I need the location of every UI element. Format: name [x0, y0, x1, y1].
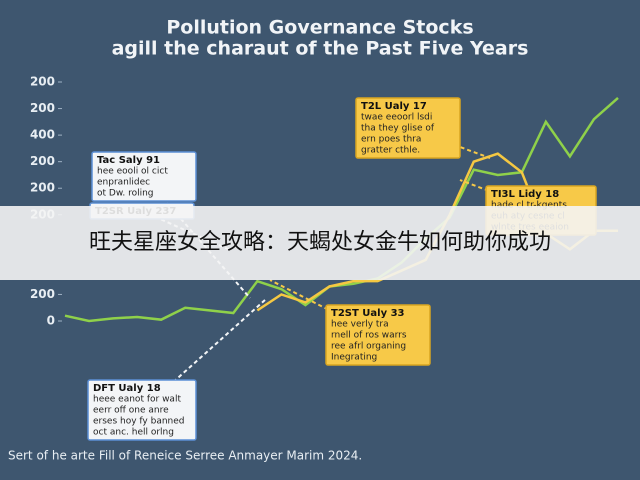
annotation-text: hee eooli ol cict: [97, 167, 168, 177]
annotation-title: T2L Ualy 17: [361, 101, 427, 112]
annotation-text: heee eanot for walt: [93, 395, 181, 405]
banner-text: 旺夫星座女全攻略：天蝎处女金牛如何助你成功: [89, 230, 551, 255]
annotation-text: ot Dw. roling: [97, 189, 154, 199]
banner: [0, 206, 640, 280]
footer: Sert of he arte Fill of Reneice Serree A…: [8, 449, 362, 463]
annotation-text: rnell of ros warrs: [331, 331, 407, 341]
annotation-text: oct anc. hell orlng: [93, 428, 174, 438]
y-tick-label: 200: [30, 101, 55, 115]
annotation-box: [87, 379, 197, 441]
annotation-text: gratter cthle.: [361, 146, 420, 156]
y-tick-label: 200: [30, 75, 55, 89]
annotation-title: T2ST Ualy 33: [331, 308, 405, 319]
chart-subtitle: agill the charaut of the Past Five Years: [112, 38, 529, 60]
y-tick-label: 200: [30, 181, 55, 195]
annotation-box: [325, 304, 431, 366]
series-line: [64, 96, 619, 323]
annotation-text: tha they glise of: [361, 124, 435, 134]
annotation-title: DFT Ualy 18: [93, 383, 161, 394]
annotation-text: enpranlidec: [97, 178, 150, 188]
y-tick-label: 200: [30, 154, 55, 168]
annotation-text: hade cl tr-kgents: [491, 201, 567, 211]
annotation-connector: [269, 279, 379, 336]
annotation-text: erses hoy fy banned: [93, 417, 185, 427]
annotation-text: eerr off one anre: [93, 406, 169, 416]
annotation-text: hee verly tra: [331, 320, 389, 330]
annotation-title: TI3L Lidy 18: [491, 189, 559, 200]
y-tick-label: 0: [47, 314, 55, 328]
annotation-title: Tac Saly 91: [97, 155, 160, 166]
y-tick-label: 200: [30, 287, 55, 301]
annotation-text: twae eeoorl lsdi: [361, 113, 432, 123]
y-tick-label: 400: [30, 128, 55, 142]
annotation-box: [355, 97, 461, 159]
annotation-box: [91, 151, 197, 202]
annotation-text: Inegrating: [331, 353, 377, 363]
chart-title: Pollution Governance Stocks: [166, 17, 473, 39]
annotation-text: ree afrl organing: [331, 342, 406, 352]
annotation-text: ern poes thra: [361, 135, 421, 145]
